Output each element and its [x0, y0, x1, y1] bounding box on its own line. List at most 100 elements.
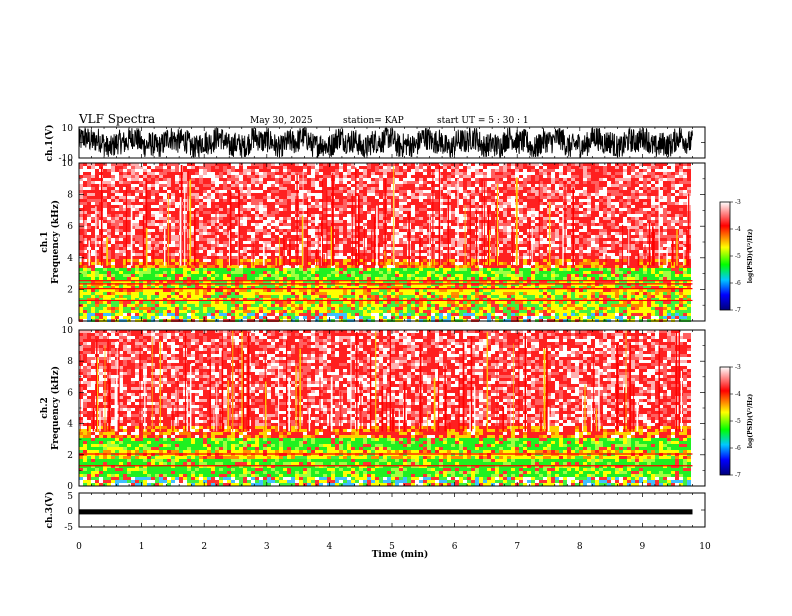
spectrogram-cell	[651, 181, 655, 184]
spectrogram-cell	[675, 232, 679, 235]
spectrogram-cell	[651, 175, 655, 178]
spectrogram-cell	[155, 175, 159, 178]
spectrogram-cell	[339, 205, 343, 208]
spectrogram-cell	[267, 259, 271, 262]
spectrogram-cell	[263, 214, 267, 217]
spectrogram-cell	[419, 181, 423, 184]
spectrogram-cell	[487, 190, 491, 193]
spectrogram-cell	[547, 205, 551, 208]
spectrogram-cell	[671, 214, 675, 217]
spectrogram-cell	[595, 169, 599, 172]
spectrogram-cell	[547, 196, 551, 199]
spectrogram-cell	[255, 247, 259, 250]
spectrogram-cell	[311, 193, 315, 196]
spectrogram-cell	[487, 166, 491, 169]
spectrogram-cell	[423, 181, 427, 184]
spectrogram-cell	[555, 256, 559, 259]
spectrogram-cell	[427, 175, 431, 178]
spectrogram-cell	[463, 175, 467, 178]
spectrogram-cell	[591, 175, 595, 178]
spectrogram-cell	[343, 232, 347, 235]
spectrogram-cell	[451, 217, 455, 220]
spectrogram-cell	[231, 235, 235, 238]
spectrogram-cell	[343, 226, 347, 229]
spectrogram-cell	[471, 217, 475, 220]
spectrogram-cell	[611, 241, 615, 244]
spectrogram-cell	[291, 169, 295, 172]
spectrogram-cell	[351, 190, 355, 193]
spectrogram-cell	[623, 205, 627, 208]
spectrogram-cell	[171, 193, 175, 196]
spectrogram-cell	[555, 166, 559, 169]
spectrogram-cell	[335, 190, 339, 193]
spectrogram-cell	[651, 199, 655, 202]
spectrogram-cell	[259, 202, 263, 205]
spectrogram-cell	[351, 235, 355, 238]
spectrogram-cell	[491, 241, 495, 244]
spectrogram-cell	[683, 205, 687, 208]
spectrogram-cell	[619, 208, 623, 211]
spectrogram-cell	[427, 166, 431, 169]
spectrogram-cell	[335, 211, 339, 214]
spectrogram-cell	[371, 208, 375, 211]
spectrogram-cell	[243, 259, 247, 262]
spectrogram-cell	[127, 184, 131, 187]
spectrogram-cell	[631, 205, 635, 208]
spectrogram-cell	[203, 214, 207, 217]
spectrogram-cell	[87, 208, 91, 211]
spectrogram-cell	[639, 241, 643, 244]
spectrogram-cell	[219, 202, 223, 205]
spectrogram-cell	[487, 175, 491, 178]
spectrogram-cell	[623, 223, 627, 226]
spectrogram-cell	[519, 166, 523, 169]
spectrogram-cell	[367, 184, 371, 187]
spectrogram-cell	[103, 190, 107, 193]
spectrogram-cell	[339, 226, 343, 229]
spectrogram-cell	[683, 202, 687, 205]
spectrogram-cell	[291, 166, 295, 169]
spectrogram-cell	[435, 238, 439, 241]
spectrogram-cell	[679, 187, 683, 190]
spectrogram-cell	[543, 214, 547, 217]
spectrogram-cell	[623, 247, 627, 250]
spectrogram-cell	[335, 181, 339, 184]
spectrogram-cell	[287, 175, 291, 178]
spectrogram-cell	[299, 202, 303, 205]
spectrogram-cell	[579, 199, 583, 202]
spectrogram-cell	[367, 187, 371, 190]
spectrogram-cell	[119, 235, 123, 238]
spectrogram-cell	[639, 196, 643, 199]
spectrogram-cell	[491, 238, 495, 241]
spectrogram-cell	[371, 175, 375, 178]
spectrogram-cell	[583, 214, 587, 217]
spectrogram-cell	[595, 232, 599, 235]
spectrogram-cell	[543, 226, 547, 229]
spectrogram-cell	[447, 202, 451, 205]
spectrogram-cell	[507, 169, 511, 172]
spectrogram-cell	[215, 166, 219, 169]
spectrogram-cell	[311, 196, 315, 199]
spectrogram-cell	[679, 223, 683, 226]
spectrogram-cell	[471, 193, 475, 196]
spectrogram-cell	[399, 178, 403, 181]
spectrogram-cell	[303, 190, 307, 193]
spectrogram-cell	[119, 202, 123, 205]
spectrogram-cell	[159, 259, 163, 262]
spectrogram-cell	[591, 250, 595, 253]
spectrogram-cell	[203, 199, 207, 202]
spectrogram-cell	[399, 220, 403, 223]
spectrogram-cell	[663, 235, 667, 238]
spectrogram-cell	[291, 190, 295, 193]
spectrogram-cell	[147, 250, 151, 253]
spectrogram-cell	[343, 208, 347, 211]
spectrogram-cell	[475, 193, 479, 196]
spectrogram-cell	[583, 250, 587, 253]
spectrogram-cell	[531, 196, 535, 199]
spectrogram-cell	[147, 172, 151, 175]
spectrogram-cell	[135, 259, 139, 262]
spectrogram-cell	[423, 190, 427, 193]
spectrogram-cell	[435, 202, 439, 205]
spectrogram-cell	[611, 232, 615, 235]
spectrogram-cell	[495, 181, 499, 184]
